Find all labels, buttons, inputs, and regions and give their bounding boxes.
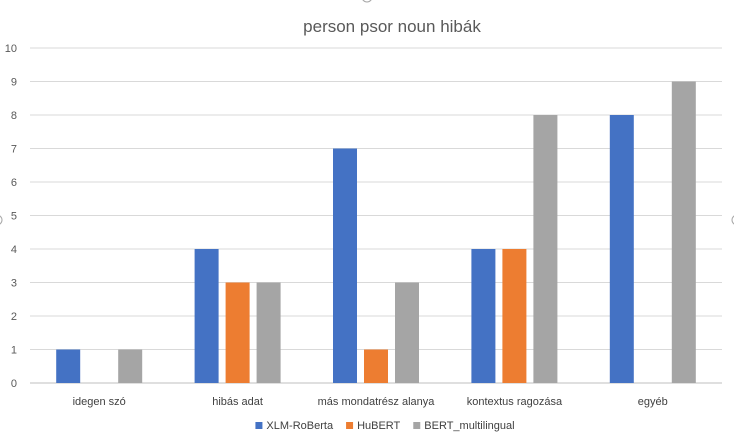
y-tick-label: 6 [11, 177, 17, 189]
y-tick-label: 3 [11, 278, 17, 290]
x-category-label: más mondatrész alanya [318, 396, 436, 408]
bar[interactable] [118, 349, 143, 384]
legend: XLM-RoBerta HuBERT BERT_multilingual [255, 420, 515, 432]
legend-label: BERT_multilingual [424, 420, 514, 432]
legend-swatch [413, 422, 421, 429]
bars [56, 81, 696, 384]
bar[interactable] [502, 249, 527, 383]
bar[interactable] [395, 282, 419, 384]
legend-item: HuBERT [346, 420, 401, 432]
bar[interactable] [256, 282, 281, 384]
y-tick-label: 0 [11, 378, 17, 390]
x-category-label: kontextus ragozása [467, 396, 563, 408]
y-tick-label: 4 [11, 244, 17, 256]
y-tick-label: 1 [11, 345, 17, 357]
y-tick-label: 8 [11, 110, 17, 122]
bar[interactable] [225, 282, 250, 384]
gridlines [30, 47, 722, 384]
bar[interactable] [609, 115, 634, 383]
legend-label: HuBERT [357, 420, 400, 432]
bar[interactable] [194, 249, 219, 383]
legend-item: BERT_multilingual [413, 420, 515, 432]
legend-item: XLM-RoBerta [255, 420, 334, 432]
y-tick-label: 9 [11, 77, 17, 89]
y-tick-label: 7 [11, 144, 17, 156]
bar[interactable] [471, 249, 496, 383]
x-category-label: egyéb [638, 396, 668, 408]
bar[interactable] [56, 349, 81, 384]
bar[interactable] [364, 349, 388, 384]
chart-title: person psor noun hibák [303, 17, 481, 36]
bar[interactable] [671, 81, 696, 384]
top-resize-handle[interactable] [362, 0, 372, 3]
legend-swatch [255, 422, 263, 429]
y-tick-label: 5 [11, 211, 17, 223]
left-resize-handle[interactable] [0, 215, 3, 225]
x-category-label: hibás adat [212, 396, 263, 408]
legend-label: XLM-RoBerta [266, 420, 334, 432]
bar[interactable] [533, 115, 558, 383]
x-category-label: idegen szó [73, 396, 126, 408]
x-axis-category-labels: idegen szó hibás adat más mondatrész alany… [73, 396, 668, 408]
legend-swatch [346, 422, 354, 429]
y-tick-label: 10 [5, 43, 17, 55]
bar[interactable] [333, 148, 357, 384]
y-tick-label: 2 [11, 311, 17, 323]
y-axis-tick-labels: 0 1 2 3 4 5 6 7 8 9 10 [5, 43, 17, 390]
